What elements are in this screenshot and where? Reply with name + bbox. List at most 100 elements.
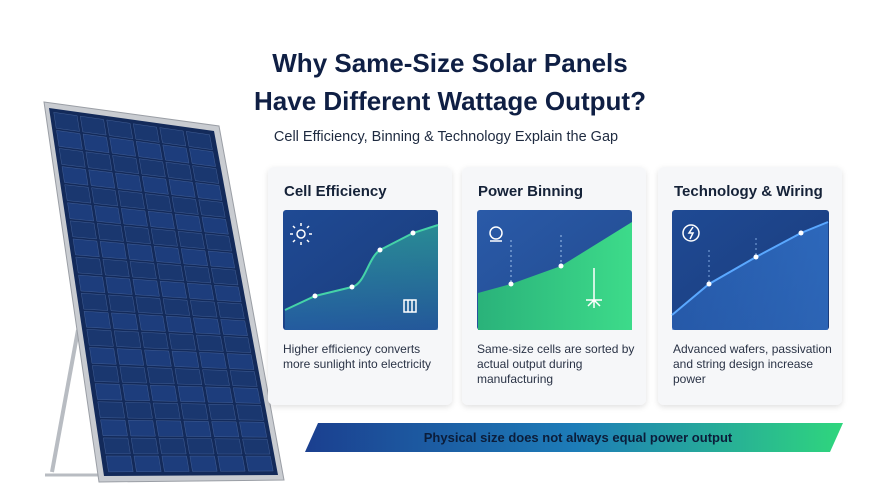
panel-cell <box>92 365 120 383</box>
panel-cell <box>217 302 245 320</box>
panel-cell <box>214 438 243 455</box>
panel-cell <box>193 317 221 335</box>
panel-cell <box>132 278 160 297</box>
panel-cell <box>144 349 172 367</box>
panel-cell <box>177 231 205 249</box>
panel-cell <box>56 130 83 150</box>
panel-cell <box>102 259 130 278</box>
panel-cell <box>85 151 113 171</box>
panel-cell <box>138 158 166 178</box>
panel-cell <box>150 385 178 402</box>
panel-cell <box>159 127 187 147</box>
panel-cell <box>133 455 162 472</box>
panel-cell <box>192 165 220 184</box>
panel-cell <box>128 420 156 437</box>
panel-cell <box>86 329 114 347</box>
panel-cell <box>67 202 94 222</box>
panel-cell <box>201 216 229 235</box>
panel-cell <box>204 233 232 252</box>
panel-cell <box>152 402 181 420</box>
panel-cell <box>83 311 111 329</box>
panel-cell <box>94 205 121 224</box>
panel-cell <box>118 190 145 210</box>
panel-cell <box>245 455 274 472</box>
panel-cell <box>116 348 145 366</box>
panel-cell <box>156 263 184 282</box>
panel-cell <box>89 347 117 365</box>
panel-cell <box>91 187 118 207</box>
panel-cell <box>115 172 142 192</box>
panel-cell <box>141 176 169 195</box>
panel-cell <box>141 332 169 350</box>
panel-cell <box>129 261 157 280</box>
panel-cell <box>53 112 80 132</box>
title-line: Why Same-Size Solar Panels <box>272 48 627 78</box>
panel-cell <box>81 292 109 311</box>
panel-cell <box>88 169 116 189</box>
title-line: Have Different Wattage Output? <box>254 86 646 116</box>
panel-cell <box>174 213 202 232</box>
panel-cell <box>125 402 153 419</box>
panel-cell <box>159 280 187 299</box>
panel-cell <box>217 455 246 472</box>
card: Technology & Wiring Advanced wafers, pas… <box>658 167 842 405</box>
panel-cell <box>78 274 106 293</box>
panel-cell <box>196 334 224 352</box>
card: Power Binning Same-size cells are sorted… <box>462 167 646 405</box>
panel-cell <box>123 225 151 245</box>
card: Cell Efficiency Higher efficiency conver… <box>268 167 452 405</box>
panel-cell <box>236 404 264 421</box>
panel-cell <box>82 133 110 154</box>
panel-cell <box>155 420 184 437</box>
panel-cell <box>96 223 124 242</box>
panel-cell <box>186 131 213 150</box>
panel-cell <box>150 228 178 247</box>
panel-cell <box>158 438 187 455</box>
panel-cell <box>113 330 142 348</box>
panel-cells <box>53 112 274 473</box>
panel-cell <box>190 300 218 318</box>
panel-cell <box>153 245 181 264</box>
panel-cell <box>70 220 97 240</box>
banner-shape <box>305 423 843 452</box>
panel-cell <box>211 421 240 438</box>
card-text: Advanced wafers, passivation and string … <box>673 342 832 386</box>
panel-cell <box>162 144 190 164</box>
panel-cell <box>229 370 258 387</box>
panel-cell <box>59 148 86 168</box>
panel-cell <box>220 319 248 336</box>
card-title: Technology & Wiring <box>674 183 823 200</box>
panel-cell <box>168 179 196 198</box>
panel-cell <box>183 265 212 284</box>
panel-cell <box>126 243 154 262</box>
panel-cell <box>64 184 92 204</box>
panel-cell <box>165 315 194 334</box>
panel-cell <box>94 383 123 401</box>
panel-cell <box>207 250 236 269</box>
card-text: Same-size cells are sorted by actual out… <box>477 342 635 386</box>
panel-cell <box>75 256 103 275</box>
panel-cell <box>242 438 271 455</box>
panel-cell <box>232 387 261 404</box>
panel-cell <box>108 294 136 313</box>
panel-cell <box>119 366 147 384</box>
panel-cell <box>80 115 107 136</box>
panel-cell <box>72 238 100 258</box>
panel-cell <box>100 419 128 437</box>
panel-cell <box>112 155 139 174</box>
panel-cell <box>162 298 190 316</box>
panel-cell <box>168 333 197 351</box>
panel-cell <box>105 276 133 295</box>
panel-cell <box>61 166 89 186</box>
panel-cell <box>187 282 215 301</box>
panel-cell <box>109 137 136 157</box>
panel-cell <box>205 386 233 403</box>
panel-cell <box>171 350 200 368</box>
panel-cell <box>147 367 175 385</box>
panel-cell <box>186 438 215 455</box>
panel-cell <box>103 437 131 455</box>
panel-cell <box>189 148 216 167</box>
panel-cell <box>239 421 267 438</box>
panel-cell <box>133 123 160 143</box>
